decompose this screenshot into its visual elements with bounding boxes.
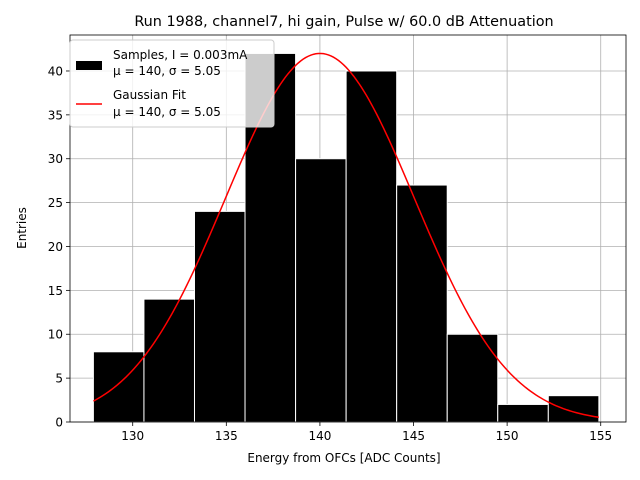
histogram-bar (547, 395, 600, 423)
y-tick-label: 10 (48, 328, 63, 342)
y-tick-label: 15 (48, 284, 63, 298)
legend-stats-fit: μ = 140, σ = 5.05 (113, 105, 221, 119)
x-axis-label: Energy from OFCs [ADC Counts] (247, 451, 440, 465)
x-tick-label: 130 (121, 429, 144, 443)
chart-title: Run 1988, channel7, hi gain, Pulse w/ 60… (134, 14, 553, 30)
x-tick-label: 140 (308, 429, 331, 443)
x-tick-label: 135 (215, 429, 238, 443)
legend-stats-samples: μ = 140, σ = 5.05 (113, 64, 221, 78)
gaussian-fit-line (93, 52, 599, 419)
y-tick-label: 5 (55, 372, 63, 386)
y-tick-label: 25 (48, 196, 63, 210)
histogram-bar (396, 184, 448, 423)
y-tick-label: 0 (55, 416, 63, 430)
y-tick-label: 40 (48, 64, 63, 78)
x-tick-label: 145 (402, 429, 425, 443)
y-tick-label: 30 (48, 152, 63, 166)
histogram-bar (92, 351, 145, 423)
histogram-bar (193, 210, 246, 423)
legend-label-fit: Gaussian Fit (113, 88, 186, 102)
histogram-bar (345, 70, 398, 423)
x-tick-label: 155 (589, 429, 612, 443)
histogram-bar (446, 333, 499, 423)
x-tick-label: 150 (496, 429, 519, 443)
plot-frame (69, 34, 627, 423)
x-axis-ticks: 130 135 140 145 150 155 (121, 422, 612, 443)
histogram-bars (92, 52, 600, 423)
legend-label-samples: Samples, I = 0.003mA (113, 48, 248, 62)
legend-swatch-samples (76, 61, 102, 70)
legend-box (69, 39, 275, 128)
histogram-bar (497, 403, 549, 423)
y-tick-label: 20 (48, 240, 63, 254)
histogram-bar (295, 158, 347, 423)
legend: Samples, I = 0.003mA μ = 140, σ = 5.05 G… (69, 39, 275, 128)
y-tick-label: 35 (48, 108, 63, 122)
y-axis-label: Entries (15, 207, 29, 249)
y-axis-ticks: 0 5 10 15 20 25 30 35 40 (48, 64, 70, 430)
